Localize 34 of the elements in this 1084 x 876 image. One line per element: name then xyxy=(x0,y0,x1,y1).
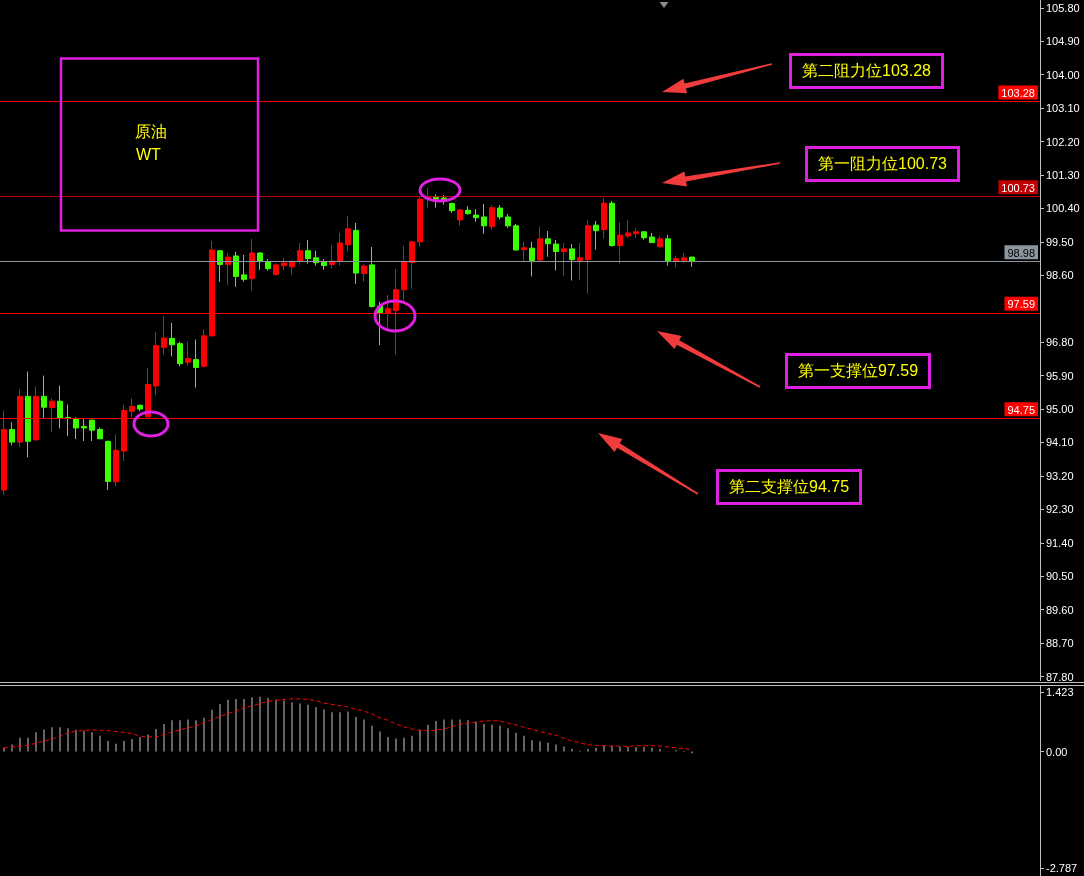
y-tick-label: 95.90 xyxy=(1046,369,1074,382)
y-tick-label: 103.10 xyxy=(1046,102,1080,115)
y-tick-label: 0.00 xyxy=(1046,745,1068,758)
y-tick-label: 104.00 xyxy=(1046,68,1080,81)
y-tick-label: 1.423 xyxy=(1046,686,1074,699)
y-tick-label: -2.787 xyxy=(1046,861,1078,874)
y-tick-label: 92.30 xyxy=(1046,503,1074,516)
ref-line-label: 94.75 xyxy=(1007,403,1035,416)
annotation: 第一阻力位100.73 xyxy=(805,146,960,182)
ref-line-label: 100.73 xyxy=(1001,181,1035,194)
y-tick-label: 99.50 xyxy=(1046,235,1074,248)
y-tick-label: 101.30 xyxy=(1046,168,1080,181)
y-tick-label: 88.70 xyxy=(1046,637,1074,650)
y-tick-label: 98.60 xyxy=(1046,269,1074,282)
annotation: 原油 xyxy=(135,122,167,142)
ref-line-label: 97.59 xyxy=(1007,298,1035,311)
annotation: 第二阻力位103.28 xyxy=(789,53,944,89)
ref-line-label: 98.98 xyxy=(1007,246,1035,259)
annotation: 第二支撑位94.75 xyxy=(716,469,863,505)
y-tick-label: 87.80 xyxy=(1046,670,1074,683)
annotation: WT xyxy=(136,145,161,165)
y-tick-label: 104.90 xyxy=(1046,35,1080,48)
y-tick-label: 91.40 xyxy=(1046,536,1074,549)
y-tick-label: 105.80 xyxy=(1046,1,1080,14)
y-tick-label: 100.40 xyxy=(1046,202,1080,215)
y-tick-label: 95.00 xyxy=(1046,403,1074,416)
ref-line-label: 103.28 xyxy=(1001,86,1035,99)
y-tick-label: 93.20 xyxy=(1046,469,1074,482)
y-tick-label: 102.20 xyxy=(1046,135,1080,148)
annotation: 第一支撑位97.59 xyxy=(785,353,932,389)
y-tick-label: 90.50 xyxy=(1046,570,1074,583)
y-tick-label: 96.80 xyxy=(1046,336,1074,349)
y-tick-label: 89.60 xyxy=(1046,603,1074,616)
y-tick-label: 94.10 xyxy=(1046,436,1074,449)
